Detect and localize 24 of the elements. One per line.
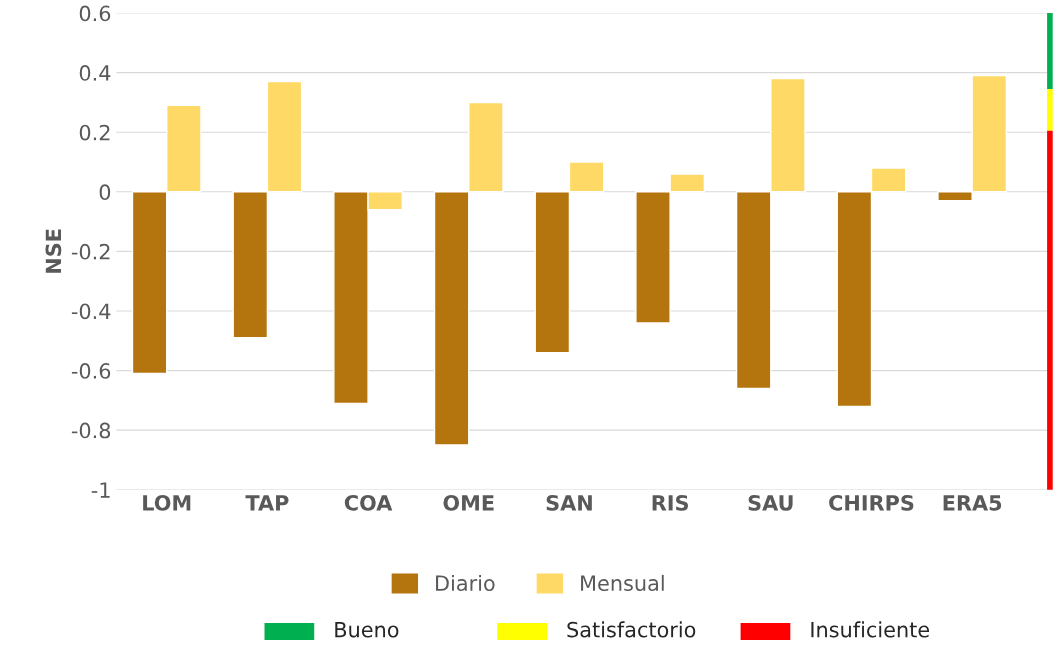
text: Satisfactorio: [567, 621, 696, 638]
y-tick-label: -1: [91, 482, 110, 498]
y-axis-title: NSE: [45, 229, 62, 273]
y-tick-label: 0.4: [79, 65, 111, 81]
x-tick-label: ERA5: [943, 495, 1002, 511]
x-tick-label: SAU: [748, 494, 793, 511]
legend-label: Diario: [436, 574, 495, 592]
y-tick-label: 0.6: [79, 5, 111, 22]
y-tick-label: 0.2: [79, 124, 110, 141]
x-tick-label: COA: [344, 494, 393, 511]
x-tick-label: RIS: [652, 494, 688, 511]
text: Insuficiente: [811, 621, 930, 638]
y-tick-label: -0.6: [71, 363, 111, 379]
x-tick-label: CHIRPS: [829, 494, 914, 511]
x-tick-label: LOM: [143, 494, 191, 511]
text: Bueno: [335, 622, 399, 638]
y-tick-label: -0.2: [71, 243, 110, 260]
x-tick-label: OME: [443, 494, 494, 511]
x-tick-label: SAN: [546, 494, 592, 511]
y-tick-label: -0.8: [71, 422, 111, 439]
x-tick-label: TAP: [245, 495, 289, 511]
y-tick-label: 0: [99, 184, 111, 201]
legend-label: Mensual: [581, 574, 664, 592]
y-tick-label: -0.4: [71, 303, 111, 320]
